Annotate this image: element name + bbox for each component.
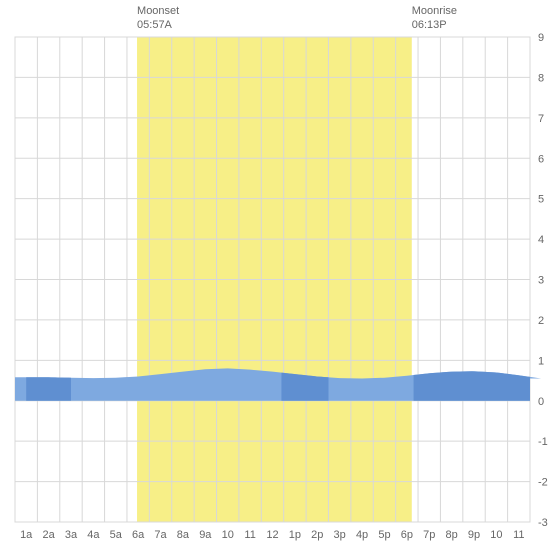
x-tick-label: 11	[244, 529, 255, 541]
x-tick-label: 1p	[289, 529, 301, 541]
chart-svg: -3-2-101234567891a2a3a4a5a6a7a8a9a101112…	[0, 0, 550, 550]
x-tick-label: 2a	[42, 529, 55, 541]
moonrise-time: 06:13P	[412, 19, 447, 31]
x-tick-label: 5a	[110, 529, 123, 541]
x-tick-label: 8p	[446, 529, 458, 541]
x-tick-label: 10	[222, 529, 234, 541]
x-tick-label: 7p	[423, 529, 435, 541]
y-tick-label: -3	[538, 517, 548, 529]
x-tick-label: 10	[490, 529, 502, 541]
moonset-label: Moonset	[137, 5, 179, 17]
tide-area-dark-2	[414, 371, 530, 400]
x-tick-label: 5p	[378, 529, 390, 541]
x-tick-label: 9p	[468, 529, 480, 541]
moonrise-label: Moonrise	[412, 5, 457, 17]
x-tick-label: 3a	[65, 529, 78, 541]
x-tick-label: 4a	[87, 529, 100, 541]
y-tick-label: 9	[538, 32, 544, 44]
x-tick-label: 3p	[334, 529, 346, 541]
x-tick-label: 8a	[177, 529, 190, 541]
y-tick-label: 3	[538, 275, 544, 287]
tide-area-dark-0	[26, 377, 71, 400]
y-tick-label: 1	[538, 355, 544, 367]
y-tick-label: 4	[538, 234, 544, 246]
y-tick-label: -2	[538, 477, 548, 489]
y-tick-label: 6	[538, 153, 544, 165]
x-tick-label: 6a	[132, 529, 145, 541]
x-tick-label: 2p	[311, 529, 323, 541]
tide-area-dark-1	[281, 373, 328, 401]
y-tick-label: 8	[538, 72, 544, 84]
x-tick-label: 12	[266, 529, 278, 541]
x-tick-label: 6p	[401, 529, 413, 541]
y-tick-label: 5	[538, 194, 544, 206]
y-tick-label: 7	[538, 113, 544, 125]
x-tick-label: 1a	[20, 529, 33, 541]
x-tick-label: 9a	[199, 529, 212, 541]
y-tick-label: 0	[538, 396, 544, 408]
moonset-time: 05:57A	[137, 19, 173, 31]
tide-daylight-chart: -3-2-101234567891a2a3a4a5a6a7a8a9a101112…	[0, 0, 550, 550]
x-tick-label: 7a	[154, 529, 167, 541]
x-tick-label: 11	[513, 529, 524, 541]
x-tick-label: 4p	[356, 529, 368, 541]
y-tick-label: 2	[538, 315, 544, 327]
y-tick-label: -1	[538, 436, 548, 448]
